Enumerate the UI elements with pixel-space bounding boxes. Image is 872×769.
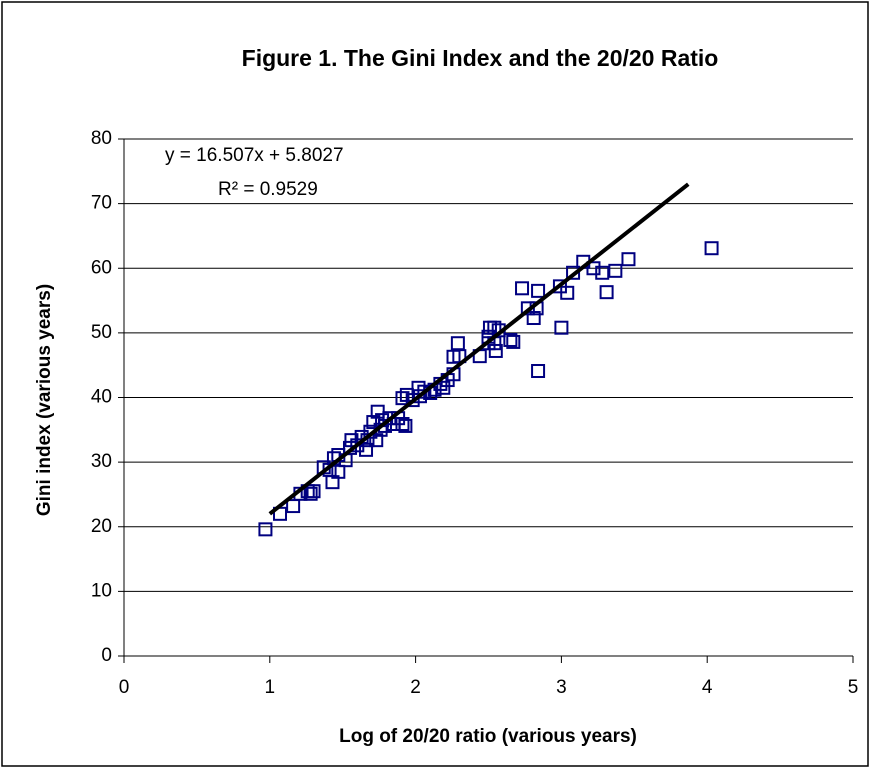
data-point [531,283,546,298]
y-tick-label: 20 [91,516,112,537]
data-point [303,486,318,501]
x-tick-label: 1 [265,677,276,698]
y-tick-label: 50 [91,322,112,343]
data-point [599,285,614,300]
x-tick-label: 2 [410,677,421,698]
data-point [450,336,465,351]
y-tick-label: 0 [101,645,112,666]
data-point [369,433,384,448]
data-point [395,416,410,431]
data-point [560,285,575,300]
r-squared: R² = 0.9529 [218,179,318,200]
data-point [704,241,719,256]
data-point [412,389,427,404]
y-tick-label: 10 [91,580,112,601]
trendline [268,182,690,516]
data-point [586,261,601,276]
data-point [503,332,518,347]
data-point [331,464,346,479]
data-point [526,311,541,326]
y-tick-label: 60 [91,257,112,278]
y-tick-label: 70 [91,193,112,214]
x-tick-label: 4 [702,677,713,698]
equation: y = 16.507x + 5.8027 [165,145,344,166]
data-point [258,522,273,537]
x-tick-label: 0 [119,677,130,698]
data-point [621,252,636,267]
data-point [398,418,413,433]
chart-title: Figure 1. The Gini Index and the 20/20 R… [242,45,719,71]
data-point [554,320,569,335]
x-tick-label: 3 [556,677,567,698]
y-tick-label: 80 [91,128,112,149]
x-axis-label: Log of 20/20 ratio (various years) [339,726,637,747]
data-point [515,281,530,296]
data-point [306,484,321,499]
data-point [436,380,451,395]
data-point [395,391,410,406]
data-point [608,263,623,278]
x-tick-label: 5 [848,677,859,698]
y-tick-label: 30 [91,451,112,472]
y-tick-label: 40 [91,387,112,408]
data-point [506,334,521,349]
data-point [531,364,546,379]
data-point [488,343,503,358]
data-point [595,265,610,280]
data-point [487,320,502,335]
data-point [286,499,301,514]
y-axis-label: Gini index (various years) [34,284,55,516]
data-point [359,442,374,457]
